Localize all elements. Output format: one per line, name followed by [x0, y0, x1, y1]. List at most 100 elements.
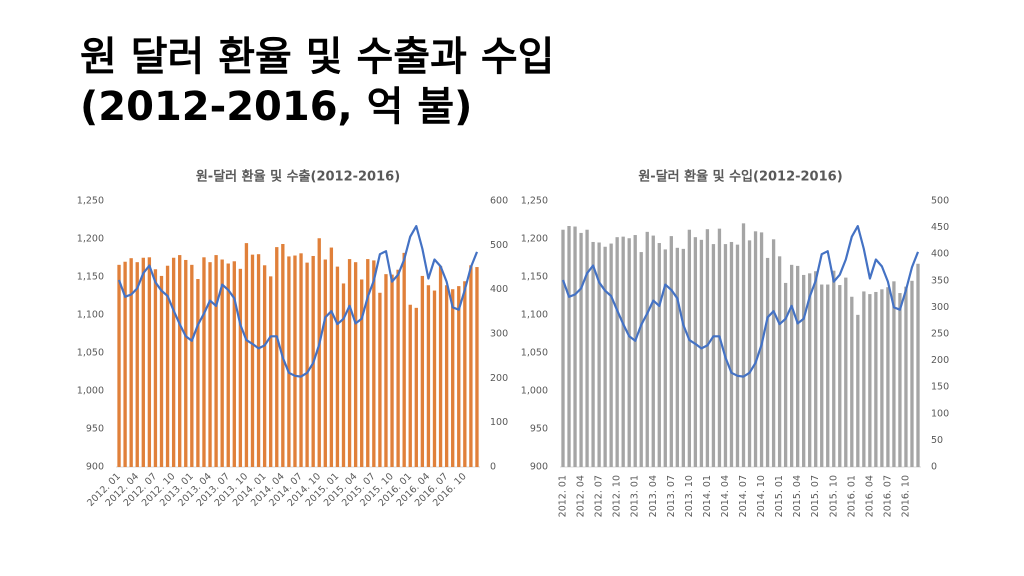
- chart-title: 원-달러 환율 및 수입(2012-2016): [638, 169, 842, 185]
- x-tick-label: 2016. 07: [882, 475, 893, 517]
- bar: [469, 265, 473, 467]
- bar: [808, 273, 812, 467]
- line: [117, 225, 479, 378]
- bar: [184, 259, 188, 467]
- bar: [832, 270, 836, 467]
- y2-tick-label: 200: [931, 355, 949, 366]
- bar: [178, 255, 182, 467]
- y-tick-label: 1,000: [77, 386, 104, 397]
- bar: [573, 226, 577, 467]
- bar: [402, 252, 406, 467]
- bar: [135, 262, 139, 467]
- y-tick-label: 900: [86, 462, 104, 473]
- bar: [777, 256, 782, 467]
- bar: [699, 239, 704, 467]
- bar: [886, 287, 890, 467]
- y-tick-label: 1,150: [77, 272, 104, 283]
- y2-tick-label: 300: [490, 329, 508, 340]
- bar: [609, 243, 613, 467]
- x-tick-label: 2014. 01: [702, 475, 713, 517]
- bar: [597, 242, 601, 467]
- bar: [687, 229, 692, 467]
- bar: [347, 259, 352, 467]
- bar: [663, 249, 667, 467]
- bar: [669, 236, 673, 467]
- bar: [627, 238, 631, 467]
- bar: [820, 284, 824, 467]
- bar: [621, 236, 625, 467]
- bar: [147, 257, 152, 467]
- bar: [220, 259, 224, 467]
- bar: [603, 246, 607, 467]
- x-tick-label: 2013. 01: [630, 475, 641, 517]
- bar: [244, 243, 249, 467]
- bar: [741, 223, 746, 467]
- y-tick-label: 1,100: [521, 310, 548, 321]
- bar: [250, 254, 255, 467]
- bar: [657, 243, 661, 467]
- y-tick-label: 1,100: [77, 310, 104, 321]
- bar: [171, 257, 176, 467]
- bar: [759, 232, 764, 467]
- bar: [862, 291, 866, 467]
- x-tick-label: 2013. 07: [666, 475, 677, 517]
- bar: [269, 276, 273, 467]
- bar: [256, 254, 261, 467]
- y2-tick-label: 450: [931, 222, 949, 233]
- bar: [645, 231, 649, 467]
- bar: [802, 274, 806, 467]
- slide-title: (2012-2016, 억 불): [80, 84, 473, 130]
- slide-title: 원 달러 환율 및 수출과 수입: [80, 34, 555, 80]
- y2-tick-label: 200: [490, 373, 508, 384]
- bar: [705, 229, 710, 467]
- x-tick-label: 2013. 10: [684, 475, 695, 517]
- y-tick-label: 900: [530, 462, 548, 473]
- bar: [335, 266, 340, 467]
- y-tick-label: 1,200: [77, 234, 104, 245]
- bar: [366, 259, 370, 467]
- bar: [868, 294, 872, 467]
- bar: [771, 239, 776, 467]
- x-tick-label: 2016. 10: [900, 475, 911, 517]
- x-tick-label: 2013. 04: [648, 475, 659, 517]
- chart-title: 원-달러 환율 및 수출(2012-2016): [196, 169, 400, 185]
- y2-tick-label: 100: [931, 408, 949, 419]
- bar: [747, 240, 752, 467]
- bar: [615, 237, 619, 467]
- bar: [850, 296, 854, 467]
- bar: [287, 256, 291, 467]
- y2-tick-label: 0: [931, 462, 937, 473]
- y2-tick-label: 350: [931, 275, 949, 286]
- bar: [117, 264, 121, 467]
- bar: [567, 226, 571, 467]
- bar: [323, 259, 327, 467]
- bar: [874, 291, 878, 467]
- x-tick-label: 2014. 07: [738, 475, 749, 517]
- x-tick-label: 2012. 07: [594, 475, 605, 517]
- y2-tick-label: 300: [931, 302, 949, 313]
- y2-tick-label: 400: [490, 284, 508, 295]
- y-tick-label: 1,250: [521, 196, 548, 207]
- y2-tick-label: 50: [931, 435, 943, 446]
- bar: [305, 262, 309, 467]
- bar: [561, 229, 565, 467]
- y-tick-label: 1,150: [521, 272, 548, 283]
- bar: [208, 262, 212, 467]
- bar: [432, 290, 437, 467]
- y2-tick-label: 500: [931, 196, 949, 207]
- bar: [384, 274, 388, 467]
- x-tick-label: 2012. 01: [558, 475, 569, 517]
- bar: [299, 253, 303, 467]
- x-tick-label: 2015. 04: [792, 475, 803, 517]
- bar: [463, 281, 467, 467]
- y-tick-label: 1,050: [77, 348, 104, 359]
- bar: [444, 285, 449, 467]
- x-tick-label: 2015. 07: [810, 475, 821, 517]
- bar: [681, 248, 685, 467]
- bar: [451, 289, 455, 467]
- bar: [783, 282, 788, 467]
- y2-tick-label: 500: [490, 240, 508, 251]
- bar: [675, 247, 679, 467]
